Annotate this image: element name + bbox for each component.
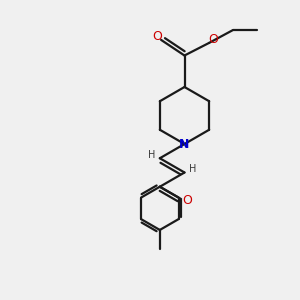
Text: O: O (153, 30, 162, 43)
Text: H: H (189, 164, 197, 174)
Text: N: N (179, 137, 190, 151)
Text: O: O (182, 194, 192, 207)
Text: O: O (208, 33, 218, 46)
Text: H: H (148, 150, 155, 160)
